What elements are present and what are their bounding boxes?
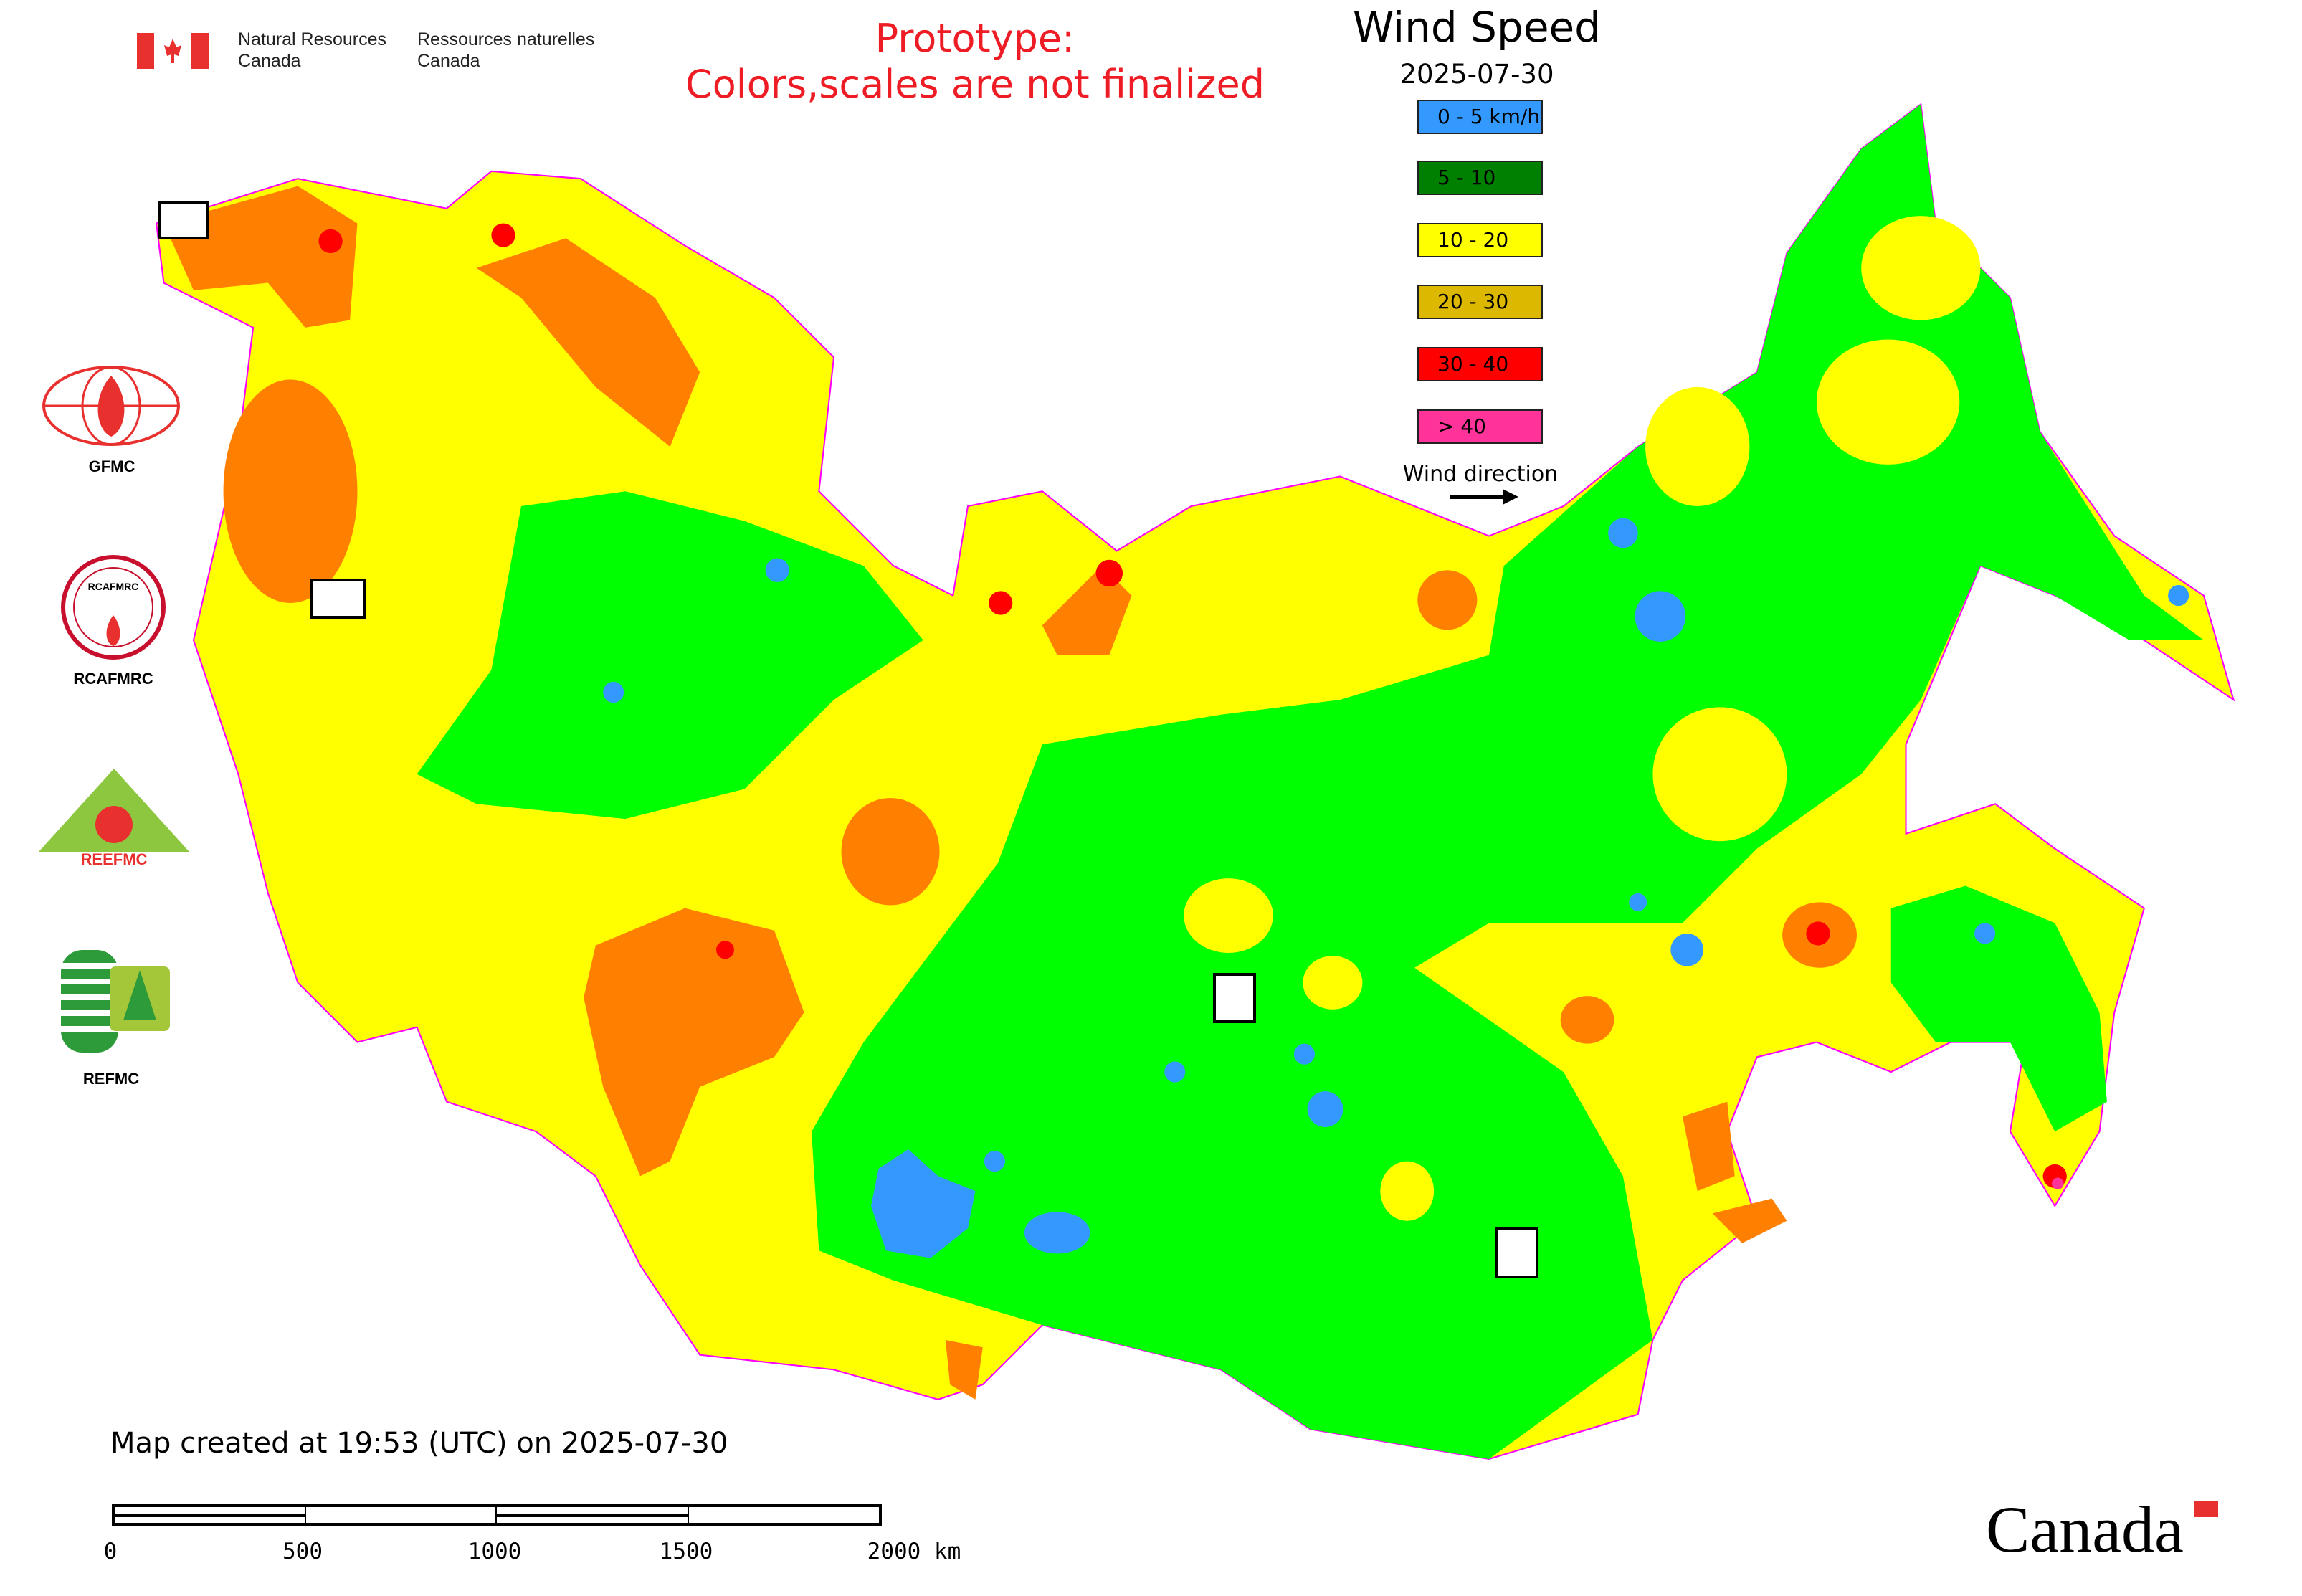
zone-yellow [1184,878,1273,953]
svg-text:RCAFMRC: RCAFMRC [88,581,139,592]
nrcan-fr-line2: Canada [417,51,480,71]
zone-blue [1608,518,1638,548]
reefmc-logo: REEFMC [37,767,191,870]
zone-blue [765,558,789,582]
legend-label: 10 - 20 [1437,228,1509,252]
rcafmrc-label: RCAFMRC [73,670,153,688]
land-green-west [417,491,923,820]
zone-yellow [1652,707,1787,842]
legend-label: > 40 [1437,414,1486,438]
map-created-text: Map created at 19:53 (UTC) on 2025-07-30 [110,1427,728,1460]
zone-orange [1042,566,1132,655]
scale-label-1000: 1000 [467,1539,522,1564]
zone-orange [584,908,804,1177]
refmc-map-marker [1213,973,1256,1023]
zone-yellow [1645,386,1750,507]
zone-red [318,229,343,254]
canada-wordmark-text: Canada [1986,1493,2184,1566]
nrcan-french-name: Ressources naturelles Canada [417,29,594,72]
zone-yellow [1816,339,1960,465]
zone-red [1095,559,1123,587]
nrcan-english-name: Natural Resources Canada [238,29,386,72]
zone-blue [1024,1212,1090,1254]
zone-blue [1670,933,1704,966]
canada-wordmark-flag-icon [2194,1501,2218,1517]
zone-red [716,941,734,959]
rcafmrc-map-marker [1495,1227,1538,1278]
legend-label: 20 - 30 [1437,290,1509,313]
svg-text:REEFMC: REEFMC [81,850,148,867]
legend-item-20-30: 20 - 30 [1417,285,1543,319]
zone-blue [1307,1091,1343,1127]
zone-blue [1293,1043,1315,1065]
legend-item-0-5: 0 - 5 km/h [1417,100,1543,134]
legend-item-over-40: > 40 [1417,409,1543,444]
wind-direction-label: Wind direction [1402,462,1559,487]
prototype-notice: Prototype: Colors,scales are not finaliz… [652,16,1298,108]
zone-blue [1974,923,1996,944]
rcafmrc-logo: RCAFMRC [60,554,167,663]
zone-orange [223,379,358,603]
scale-label-1500: 1500 [659,1539,713,1564]
prototype-notice-line1: Prototype: [875,16,1075,61]
zone-blue [984,1151,1005,1172]
zone-blue [1164,1061,1186,1083]
gfmc-map-marker [158,201,209,239]
zone-blue [1635,591,1686,642]
canada-flag-icon [137,33,209,69]
prototype-notice-line2: Colors,scales are not finalized [685,62,1265,107]
legend-title: Wind Speed [1352,3,1602,52]
refmc-label: REFMC [82,1070,140,1088]
zone-blue [603,682,624,703]
nrcan-fr-line1: Ressources naturelles [417,29,595,49]
zone-orange [841,798,940,906]
legend-item-10-20: 10 - 20 [1417,223,1543,257]
legend-label: 30 - 40 [1437,352,1509,376]
reefmc-map-marker [310,579,366,619]
landmass [155,103,2235,1460]
zone-red [1806,921,1830,946]
zone-red [989,591,1013,615]
zone-orange [163,186,358,328]
wind-direction-arrow-icon [1448,488,1520,509]
legend-date: 2025-07-30 [1399,59,1554,90]
zone-orange [945,1339,983,1400]
legend-item-5-10: 5 - 10 [1417,161,1543,195]
nrcan-en-line2: Canada [238,51,301,71]
zone-blue [1629,893,1647,911]
zone-yellow [1380,1161,1435,1221]
land-green-southeast [1890,885,2107,1132]
zone-yellow [1861,216,1981,320]
refmc-logo [60,949,171,1057]
legend-label: 0 - 5 km/h [1437,105,1541,128]
scale-label-500: 500 [282,1539,323,1564]
zone-orange [1712,1198,1787,1243]
zone-orange [1560,996,1614,1044]
zone-orange [1682,1101,1735,1192]
zone-yellow [1303,956,1363,1010]
legend-item-30-40: 30 - 40 [1417,347,1543,381]
scale-bar [112,1504,883,1530]
scale-label-0: 0 [103,1539,118,1564]
gfmc-label: GFMC [88,457,135,475]
zone-orange [476,238,700,447]
scale-label-2000: 2000 km [867,1539,961,1564]
zone-pink [2052,1177,2064,1190]
nrcan-en-line1: Natural Resources [238,29,387,49]
gfmc-logo [42,365,181,450]
zone-blue [871,1149,976,1258]
zone-blue [2168,585,2189,607]
canada-wordmark: Canada [1986,1491,2218,1567]
zone-red [491,223,515,247]
zone-orange [1417,570,1478,630]
legend-label: 5 - 10 [1437,166,1496,189]
